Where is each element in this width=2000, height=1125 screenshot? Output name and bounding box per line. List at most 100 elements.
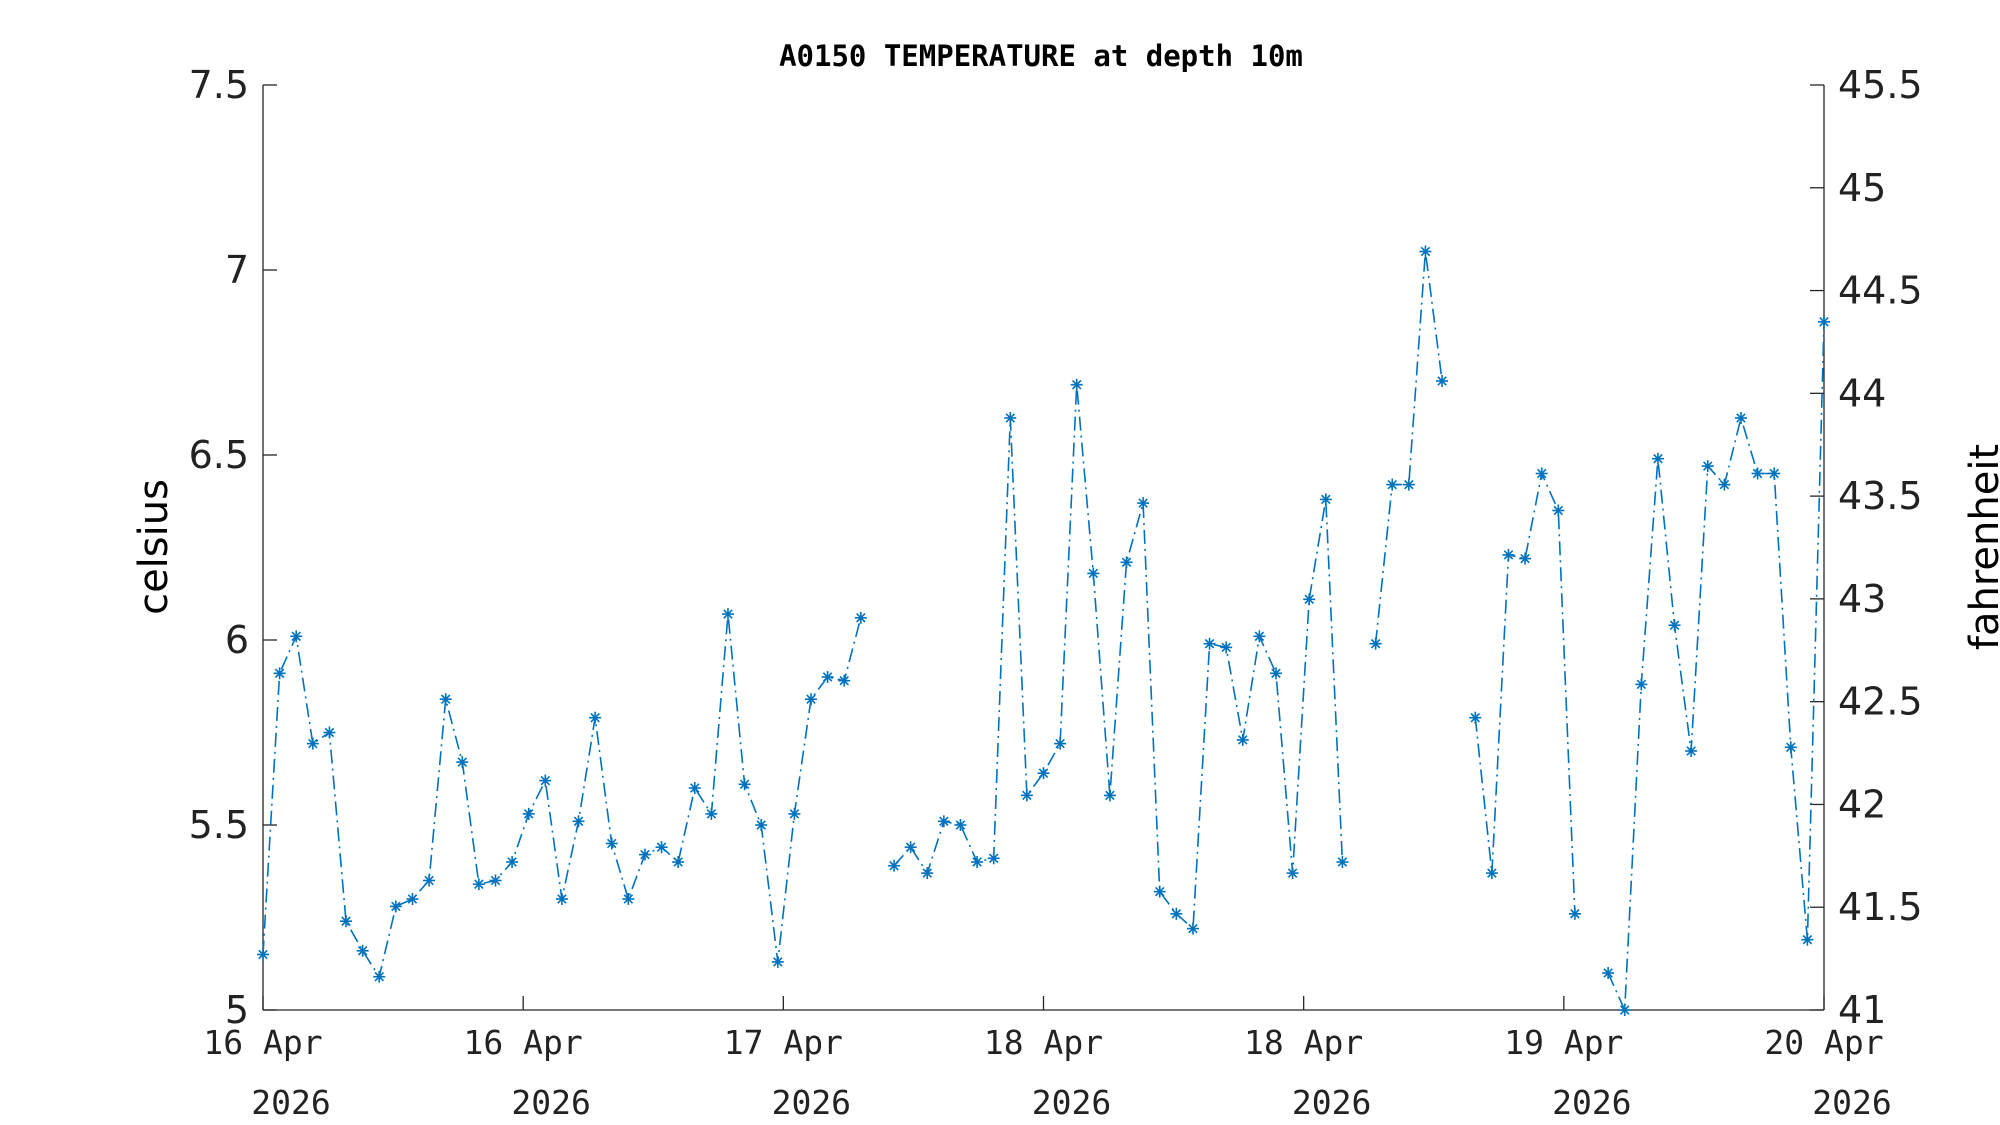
data-point-marker bbox=[1635, 678, 1648, 691]
data-point-marker bbox=[1718, 478, 1731, 491]
data-point-marker bbox=[389, 900, 402, 913]
x-ticks: 16 Apr 2026 16 Apr 2026 17 Apr 2026 18 Apr 2026… bbox=[203, 996, 1892, 1122]
x-tick-label-year: 2026 bbox=[1812, 1083, 1891, 1122]
data-point-marker bbox=[1685, 745, 1698, 757]
data-point-marker bbox=[572, 815, 585, 828]
right-y-tick-label: 43.5 bbox=[1838, 474, 1923, 518]
data-point-marker bbox=[1186, 922, 1199, 935]
left-y-ticks: 5 5.5 6 6.5 7 7.5 bbox=[189, 63, 277, 1032]
data-point-marker bbox=[1668, 619, 1681, 632]
data-point-marker bbox=[439, 693, 452, 706]
data-point-marker bbox=[838, 674, 851, 687]
left-y-tick-label: 7 bbox=[225, 248, 249, 292]
left-y-tick-label: 7.5 bbox=[189, 63, 249, 107]
data-point-marker bbox=[1004, 412, 1017, 424]
data-point-marker bbox=[406, 893, 419, 905]
data-point-marker bbox=[705, 807, 718, 820]
data-point-marker bbox=[1369, 637, 1382, 650]
left-y-tick-label: 5.5 bbox=[189, 803, 249, 847]
data-point-marker bbox=[1220, 641, 1233, 654]
data-point-marker bbox=[888, 859, 901, 872]
data-point-marker bbox=[805, 693, 818, 706]
x-tick-label-year: 2026 bbox=[1292, 1083, 1371, 1122]
x-tick-label-year: 2026 bbox=[772, 1083, 851, 1122]
data-point-marker bbox=[257, 948, 269, 961]
data-point-marker bbox=[605, 837, 618, 850]
data-point-marker bbox=[1651, 452, 1664, 465]
data-point-marker bbox=[1436, 375, 1449, 387]
x-tick-label-year: 2026 bbox=[511, 1083, 590, 1122]
data-point-marker bbox=[721, 608, 734, 621]
x-tick-label-date: 20 Apr bbox=[1764, 1023, 1883, 1062]
data-point-marker bbox=[937, 815, 950, 828]
data-point-marker bbox=[472, 878, 485, 891]
data-point-marker bbox=[1552, 504, 1565, 517]
data-point-marker bbox=[1602, 967, 1615, 979]
right-y-tick-label: 42.5 bbox=[1838, 680, 1923, 724]
right-y-tick-label: 45 bbox=[1838, 166, 1886, 210]
data-point-marker bbox=[904, 841, 917, 854]
data-point-marker bbox=[854, 611, 867, 624]
data-point-marker bbox=[688, 782, 701, 794]
right-y-tick-label: 44.5 bbox=[1838, 269, 1923, 313]
data-point-marker bbox=[1137, 497, 1150, 510]
series-line bbox=[262, 251, 1825, 1011]
y-axis-label-right: fahrenheit bbox=[1962, 444, 2000, 650]
data-point-marker bbox=[987, 852, 1000, 865]
data-point-marker bbox=[1419, 245, 1432, 258]
y-axis-label-left: celsius bbox=[131, 479, 177, 615]
left-y-tick-label: 6.5 bbox=[189, 433, 249, 477]
data-point-marker bbox=[1386, 478, 1399, 491]
data-point-marker bbox=[489, 874, 502, 887]
data-point-marker bbox=[456, 756, 469, 769]
x-tick-label-date: 16 Apr bbox=[203, 1023, 322, 1062]
data-point-marker bbox=[1037, 767, 1050, 780]
x-tick-label-date: 18 Apr bbox=[1244, 1023, 1363, 1062]
data-point-marker bbox=[340, 915, 353, 928]
data-point-marker bbox=[1784, 741, 1797, 754]
data-point-marker bbox=[356, 944, 369, 957]
x-tick-label-year: 2026 bbox=[1552, 1083, 1631, 1122]
data-point-marker bbox=[1751, 467, 1764, 480]
data-point-marker bbox=[738, 778, 751, 791]
right-y-tick-label: 42 bbox=[1838, 782, 1886, 826]
data-point-marker bbox=[290, 630, 303, 643]
data-point-marker bbox=[954, 819, 967, 831]
data-point-marker bbox=[622, 893, 635, 905]
data-point-marker bbox=[821, 671, 834, 683]
data-point-marker bbox=[1618, 1004, 1631, 1016]
data-point-marker bbox=[1535, 467, 1548, 480]
data-point-marker bbox=[1502, 548, 1515, 561]
data-point-marker bbox=[1170, 907, 1183, 920]
data-point-marker bbox=[1203, 637, 1216, 650]
left-y-tick-label: 5 bbox=[225, 988, 249, 1032]
data-point-marker bbox=[506, 856, 519, 868]
right-y-tick-label: 44 bbox=[1838, 371, 1886, 415]
data-point-marker bbox=[1734, 412, 1747, 424]
data-point-marker bbox=[1701, 460, 1714, 473]
right-y-tick-label: 43 bbox=[1838, 577, 1886, 621]
data-point-marker bbox=[555, 893, 568, 905]
x-tick-label-date: 17 Apr bbox=[724, 1023, 843, 1062]
data-point-marker bbox=[373, 970, 386, 983]
data-point-marker bbox=[788, 807, 801, 820]
data-point-marker bbox=[755, 819, 768, 831]
data-point-marker bbox=[306, 737, 319, 750]
data-point-marker bbox=[323, 726, 336, 739]
data-point-marker bbox=[539, 774, 552, 787]
right-y-tick-label: 41.5 bbox=[1838, 885, 1923, 929]
data-point-marker bbox=[1087, 567, 1100, 580]
x-tick-label-date: 16 Apr bbox=[464, 1023, 583, 1062]
data-point-marker bbox=[589, 711, 602, 724]
right-y-tick-label: 45.5 bbox=[1838, 63, 1923, 107]
plot-axes bbox=[262, 85, 1825, 1011]
x-tick-label-date: 19 Apr bbox=[1504, 1023, 1623, 1062]
data-point-marker bbox=[1054, 737, 1067, 750]
data-point-marker bbox=[1469, 711, 1482, 724]
data-point-marker bbox=[1236, 733, 1249, 746]
data-point-marker bbox=[1485, 867, 1498, 880]
data-point-marker bbox=[638, 848, 651, 861]
data-point-marker bbox=[1269, 667, 1282, 680]
data-point-marker bbox=[1801, 933, 1814, 946]
